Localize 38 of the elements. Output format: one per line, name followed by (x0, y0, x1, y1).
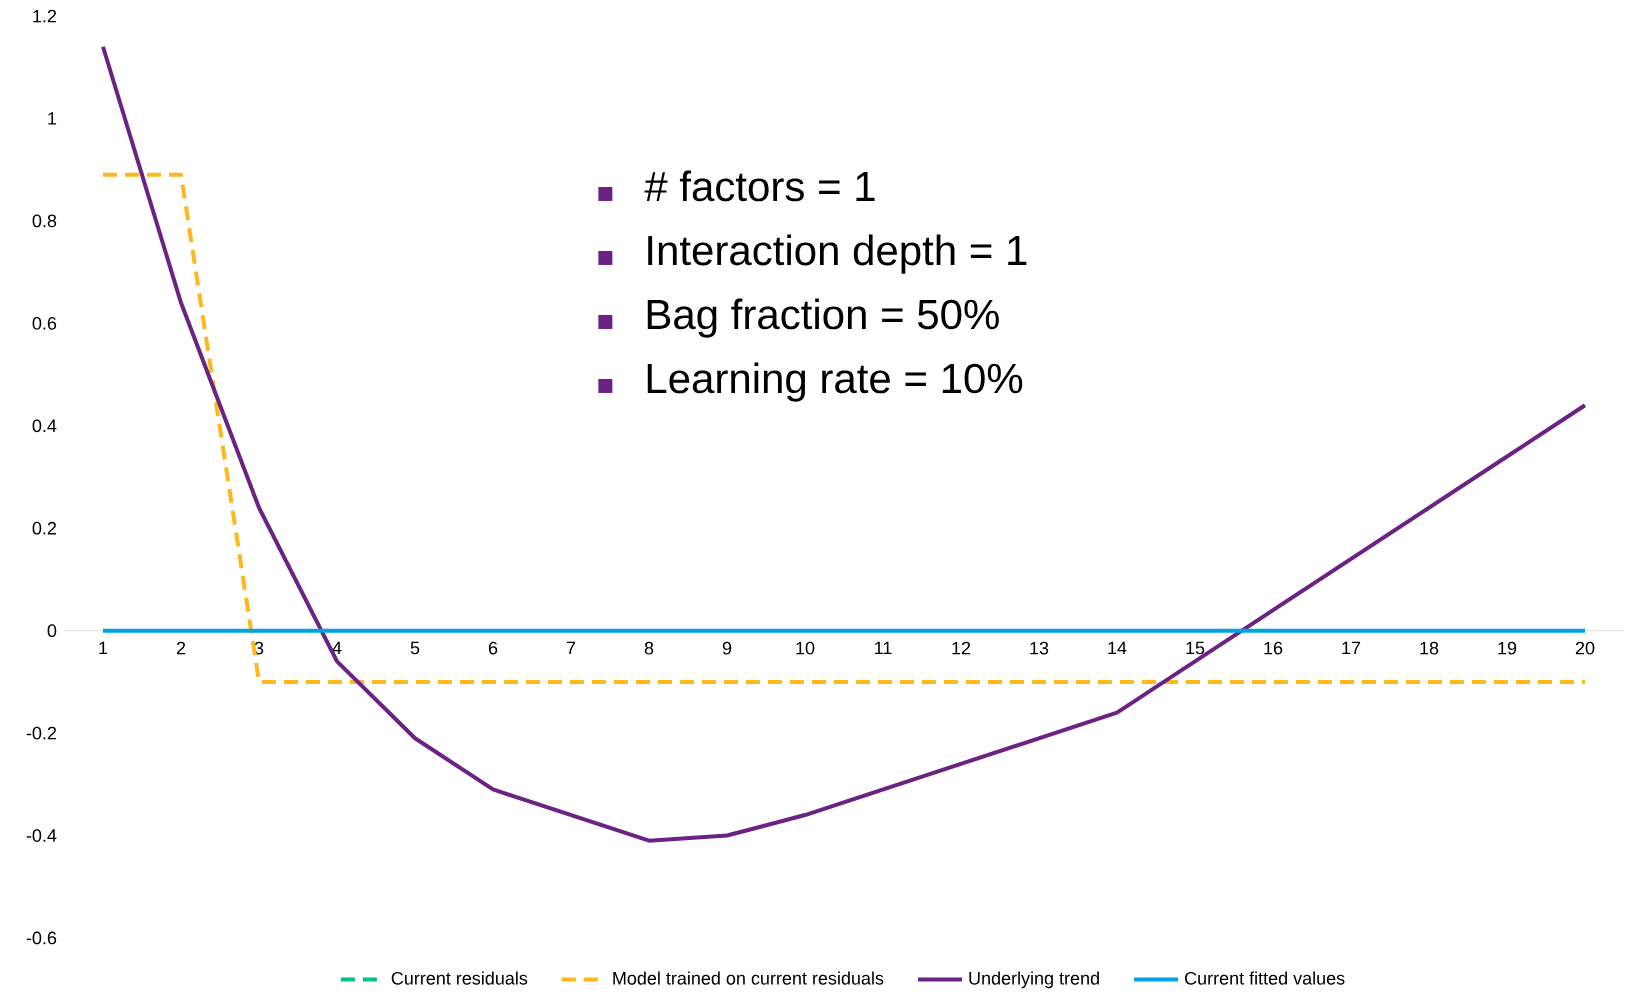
y-tick-label: -0.4 (26, 829, 57, 842)
x-tick-label: 6 (488, 641, 498, 655)
y-tick-label: 0.8 (32, 214, 57, 228)
legend-label: Current residuals (391, 971, 528, 985)
y-tick-label: 0.6 (32, 316, 57, 330)
y-tick-label: -0.6 (26, 931, 57, 945)
x-tick-label: 5 (410, 641, 420, 655)
x-tick-label: 13 (1030, 641, 1049, 655)
x-tick-label: 8 (644, 641, 654, 655)
x-tick-label: 11 (875, 641, 892, 655)
x-tick-label: 9 (722, 641, 732, 655)
x-tick-label: 7 (566, 641, 576, 655)
x-tick-label: 16 (1264, 641, 1283, 655)
x-tick-label: 10 (796, 641, 815, 655)
y-tick-label: -0.2 (26, 726, 57, 740)
x-tick-label: 19 (1498, 641, 1517, 655)
y-tick-label: 1.2 (33, 9, 57, 23)
legend-label: Current fitted values (1185, 971, 1345, 985)
x-tick-label: 2 (176, 641, 186, 655)
x-tick-label: 15 (1186, 641, 1205, 655)
annotation: # factors = 1 (644, 170, 875, 202)
x-tick-label: 20 (1575, 641, 1595, 655)
x-tick-label: 17 (1342, 641, 1361, 655)
x-tick-label: 14 (1108, 641, 1127, 655)
annotation: Learning rate = 10% (647, 362, 1023, 402)
annotation: Bag fraction = 50% (647, 298, 999, 338)
y-tick-label: 0 (47, 624, 57, 638)
x-tick-label: 3 (254, 641, 264, 655)
legend-label: Underlying trend (969, 971, 1099, 989)
y-tick-label: 0.4 (32, 419, 57, 433)
x-tick-label: 4 (332, 641, 342, 655)
x-tick-label: 18 (1420, 641, 1439, 655)
x-tick-label: 12 (952, 641, 971, 655)
x-tick-label: 1 (99, 641, 108, 655)
annotation: Interaction depth = 1 (648, 234, 1027, 274)
legend-label: Model trained on current residuals (613, 971, 884, 985)
y-tick-label: 0.2 (32, 521, 57, 535)
y-tick-label: 1 (48, 112, 57, 125)
